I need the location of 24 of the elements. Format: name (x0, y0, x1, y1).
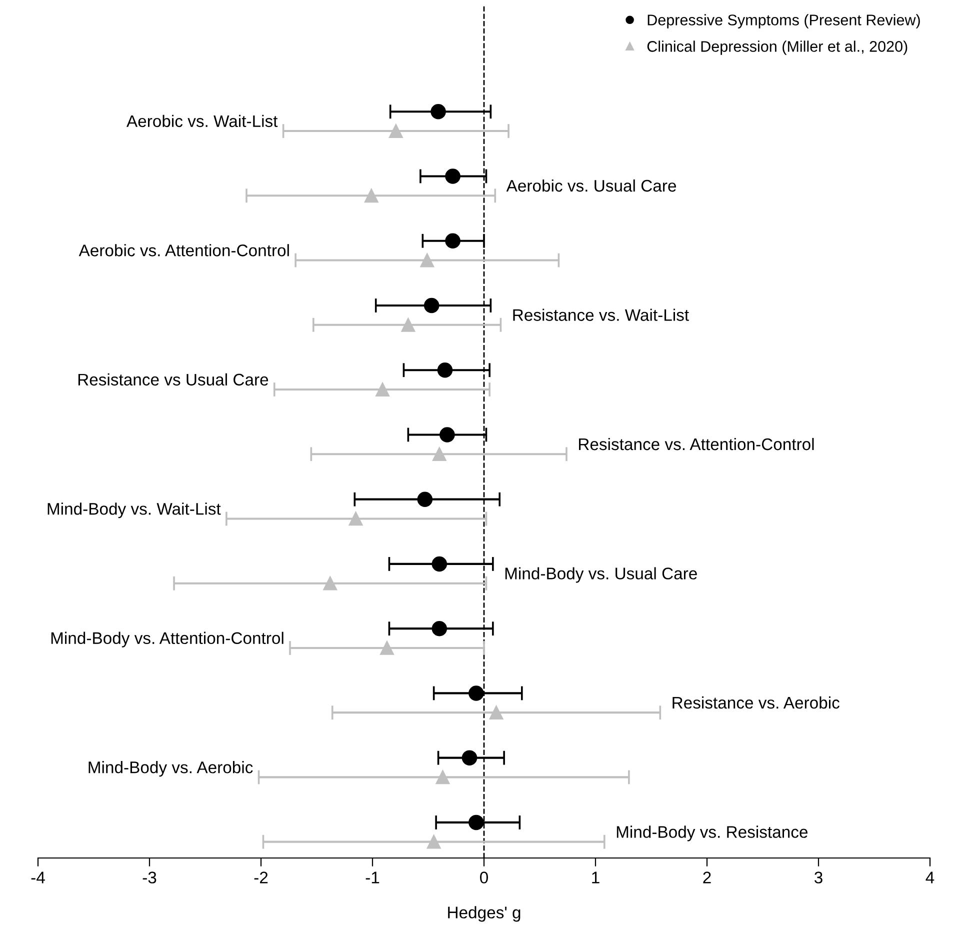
x-tick-label: 1 (592, 872, 600, 884)
x-tick-label: 4 (926, 872, 934, 884)
y-tick-label: Resistance vs Usual Care (78, 373, 268, 386)
x-tick-label: 2 (703, 872, 711, 884)
y-tick-label: Resistance vs. Wait-List (513, 308, 689, 321)
y-tick-label: Mind-Body vs. Resistance (616, 826, 808, 842)
y-tick-label: Mind-Body vs. Attention-Control (51, 632, 284, 648)
x-tick-label: -1 (366, 872, 380, 884)
x-tick-label: -4 (31, 872, 45, 884)
y-tick-label: Aerobic vs. Usual Care (506, 179, 676, 192)
x-axis-title: Hedges' g (448, 906, 520, 922)
y-tick-label: Mind-Body vs. Aerobic (88, 761, 253, 777)
y-tick-label: Aerobic vs. Attention-Control (78, 244, 289, 256)
x-tick-label: -3 (142, 872, 156, 884)
y-tick-label: Mind-Body vs. Usual Care (505, 567, 697, 583)
y-tick-label: Aerobic vs. Wait-List (126, 114, 278, 128)
y-tick-label: Resistance vs. Aerobic (672, 696, 840, 709)
legend-label: Clinical Depression (Miller et al., 2020) (647, 40, 908, 55)
y-tick-label: Mind-Body vs. Wait-List (48, 502, 221, 518)
y-tick-label: Resistance vs. Attention-Control (579, 438, 814, 450)
x-tick-label: 0 (480, 872, 488, 884)
legend-label: Depressive Symptoms (Present Review) (648, 14, 920, 28)
x-tick-label: 3 (814, 872, 822, 884)
x-tick-label: -2 (254, 872, 268, 884)
